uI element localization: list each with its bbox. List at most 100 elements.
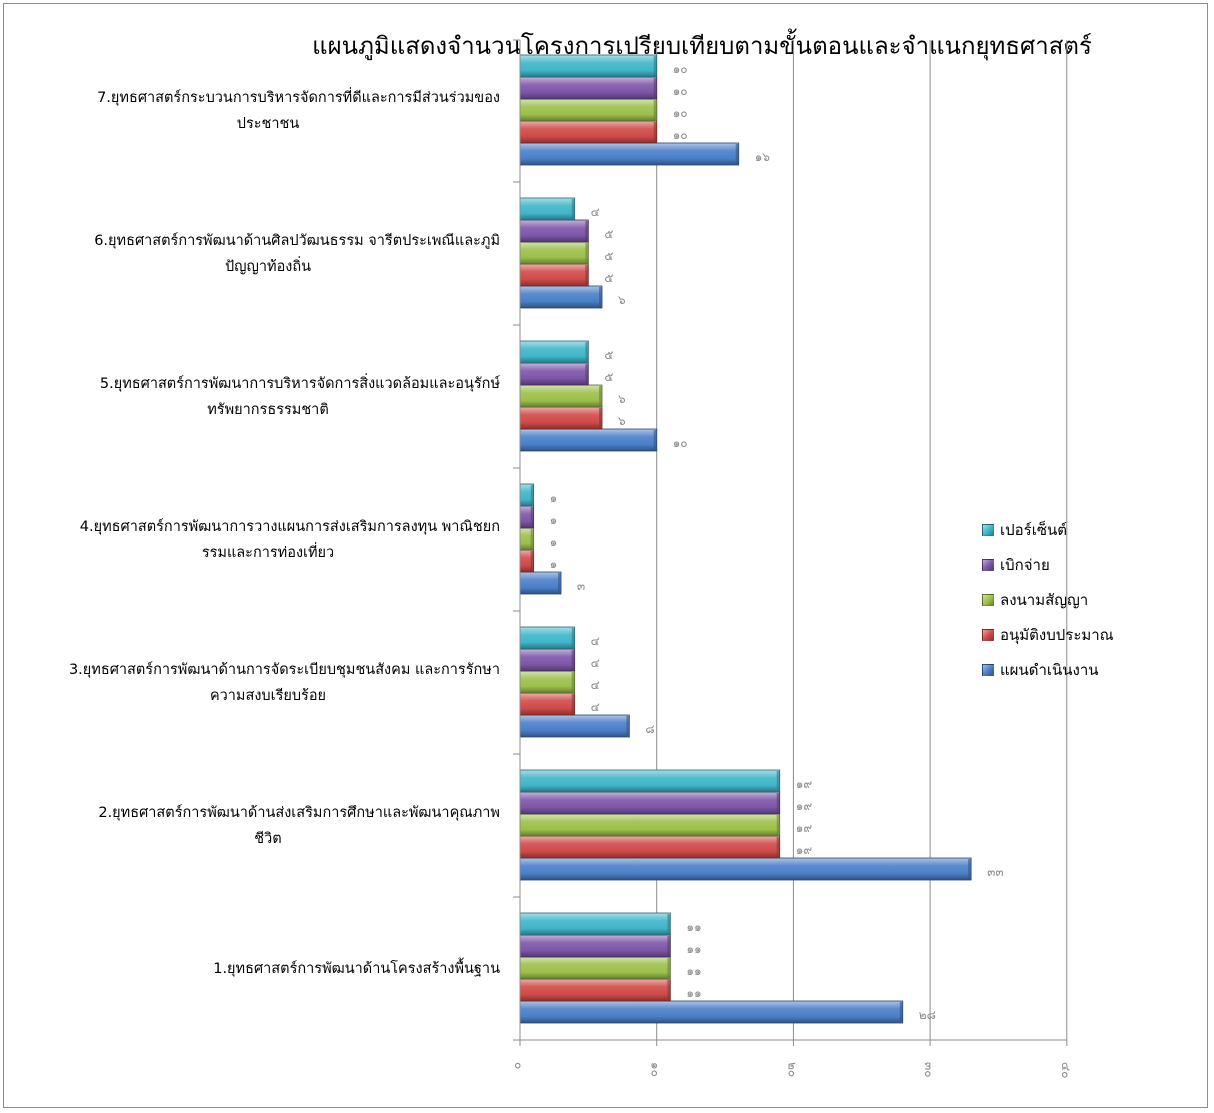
legend: เปอร์เซ็นต์เบิกจ่ายลงนามสัญญาอนุมัติงบปร…: [982, 512, 1114, 687]
bar-end-shade: [571, 672, 575, 692]
data-label: ๑๖: [755, 150, 770, 164]
category-label: 5.ยุทธศาสตร์การพัฒนาการบริหารจัดการสิ่งแ…: [100, 373, 500, 392]
category-label: 2.ยุทธศาสตร์การพัฒนาด้านส่งเสริมการศึกษา…: [98, 804, 500, 821]
data-label: ๕: [604, 249, 613, 263]
bar-end-shade: [667, 914, 671, 934]
data-label: ๑๐: [673, 106, 688, 120]
bar-end-shade: [530, 529, 534, 549]
bar-end-shade: [585, 364, 589, 384]
bar-end-shade: [776, 771, 780, 791]
legend-swatch: [982, 558, 994, 571]
data-label: ๑๐: [673, 436, 688, 450]
bar: [519, 934, 671, 958]
category-label: 3.ยุทธศาสตร์การพัฒนาด้านการจัดระเบียบชุม…: [69, 661, 500, 678]
bar-end-shade: [530, 485, 534, 505]
bar-end-shade: [776, 837, 780, 857]
data-label: ๑๐: [673, 62, 688, 76]
bar: [519, 714, 630, 738]
legend-label: ลงนามสัญญา: [1000, 590, 1089, 609]
category-label: ประชาชน: [237, 116, 300, 132]
legend-item: อนุมัติงบประมาณ: [982, 617, 1114, 652]
bar-end-shade: [585, 243, 589, 263]
x-tick-label: ๑๐: [649, 1062, 663, 1077]
data-label: ๑๑: [686, 942, 701, 956]
bar-end-shade: [653, 122, 657, 142]
data-label: ๑๑: [686, 920, 701, 934]
bar-end-shade: [571, 694, 575, 714]
bar-end-shade: [585, 265, 589, 285]
bar: [519, 769, 781, 793]
bar-end-shade: [585, 342, 589, 362]
bar: [519, 835, 781, 859]
legend-label: เปอร์เซ็นต์: [1000, 520, 1068, 539]
bar-end-shade: [571, 650, 575, 670]
x-tick-label: ๐: [512, 1062, 526, 1069]
data-label: ๓๓: [987, 865, 1003, 879]
data-label: ๕: [604, 370, 613, 384]
data-label: ๑๐: [673, 128, 688, 142]
data-label: ๒๘: [919, 1008, 936, 1022]
category-label: 6.ยุทธศาสตร์การพัฒนาด้านศิลปวัฒนธรรม จาร…: [94, 232, 500, 249]
data-label: ๑๙: [796, 843, 813, 857]
bar-end-shade: [571, 628, 575, 648]
data-label: ๑: [550, 535, 558, 549]
category-label: 4.ยุทธศาสตร์การพัฒนาการวางแผนการส่งเสริม…: [80, 518, 500, 535]
data-label: ๕: [604, 348, 613, 362]
category-label: 7.ยุทธศาสตร์กระบวนการบริหารจัดการที่ดีแล…: [97, 87, 500, 106]
bar: [519, 406, 603, 430]
bar-end-shade: [667, 936, 671, 956]
data-label: ๕: [604, 227, 613, 241]
legend-label: เบิกจ่าย: [1000, 555, 1050, 574]
category-label: 1.ยุทธศาสตร์การพัฒนาด้านโครงสร้างพื้นฐาน: [213, 957, 500, 977]
bar: [519, 76, 658, 100]
x-tick-label: ๔๐: [1059, 1062, 1073, 1078]
bar: [519, 857, 972, 881]
bar: [519, 692, 576, 716]
data-label: ๕: [604, 271, 613, 285]
bar: [519, 384, 603, 408]
bar: [519, 98, 658, 122]
bar: [519, 197, 576, 221]
bar-end-shade: [530, 551, 534, 571]
data-label: ๖: [618, 414, 626, 428]
data-label: ๔: [591, 205, 600, 219]
bar-end-shade: [667, 980, 671, 1000]
bar: [519, 285, 603, 309]
category-label: ปัญญาท้องถิ่น: [225, 256, 311, 275]
legend-swatch: [982, 523, 994, 536]
bar: [519, 54, 658, 78]
bar-end-shade: [599, 287, 603, 307]
bar-end-shade: [558, 573, 562, 593]
bar-end-shade: [599, 386, 603, 406]
data-label: ๑: [550, 557, 558, 571]
category-label: ความสงบเรียบร้อย: [210, 687, 326, 704]
bar-end-shade: [735, 144, 739, 164]
bar: [519, 813, 781, 837]
bar-end-shade: [530, 507, 534, 527]
bar: [519, 362, 589, 386]
bar-end-shade: [899, 1002, 903, 1022]
bar: [519, 626, 576, 650]
bar: [519, 648, 576, 672]
bar-end-shade: [653, 430, 657, 450]
bar: [519, 428, 658, 452]
bar: [519, 956, 671, 980]
bar-end-shade: [653, 56, 657, 76]
bar-end-shade: [653, 100, 657, 120]
bar-end-shade: [585, 221, 589, 241]
bar-end-shade: [653, 78, 657, 98]
data-label: ๑๐: [673, 84, 688, 98]
bar-end-shade: [667, 958, 671, 978]
data-label: ๑: [550, 491, 558, 505]
bar: [519, 978, 671, 1002]
bar: [519, 120, 658, 144]
data-label: ๑: [550, 513, 558, 527]
bar-end-shade: [776, 793, 780, 813]
legend-label: แผนดำเนินงาน: [1000, 660, 1099, 679]
bar: [519, 219, 589, 243]
bar: [519, 571, 562, 595]
data-label: ๔: [591, 700, 600, 714]
bar: [519, 340, 589, 364]
